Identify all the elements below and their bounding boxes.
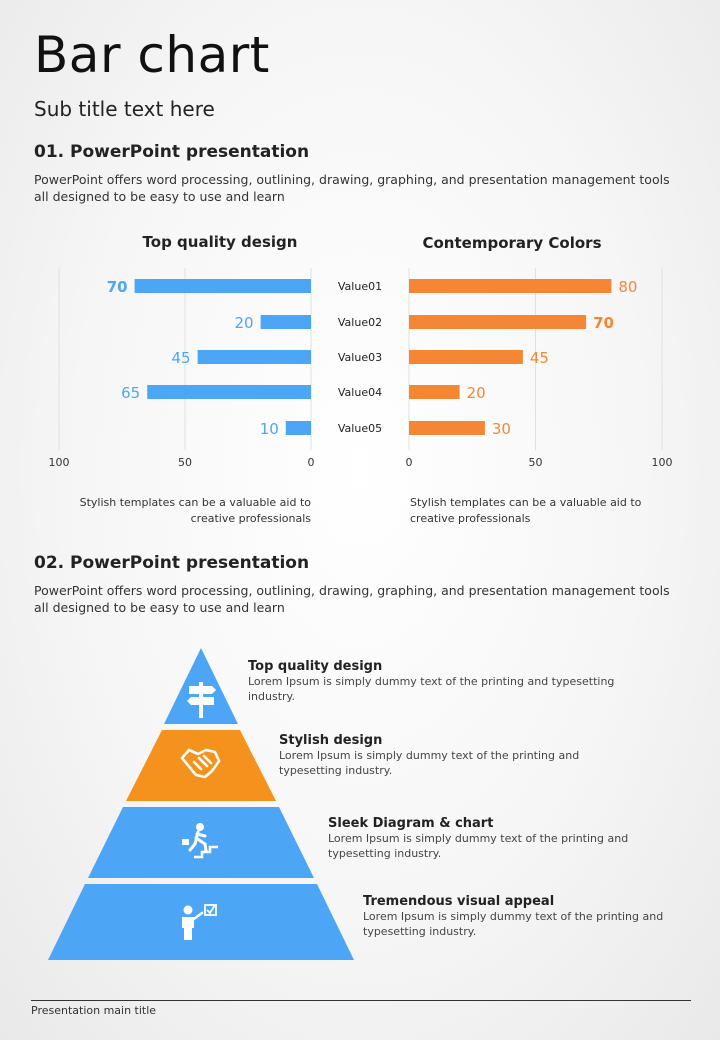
climbing-stairs-icon: [182, 823, 218, 859]
category-label: Value04: [338, 386, 382, 399]
x-tick-label: 0: [406, 456, 413, 469]
pyramid-item-4: Tremendous visual appeal Lorem Ipsum is …: [363, 894, 693, 939]
pyramid-item-2: Stylish design Lorem Ipsum is simply dum…: [279, 733, 609, 778]
section2-heading: 02. PowerPoint presentation: [34, 553, 310, 573]
handshake-icon: [180, 748, 221, 779]
x-tick-label: 50: [178, 456, 192, 469]
bar: [197, 350, 311, 364]
x-tick-label: 50: [529, 456, 543, 469]
bar: [285, 421, 311, 435]
pyramid-tier-4: [48, 884, 354, 960]
data-label: 80: [618, 278, 637, 296]
pyramid-item-text: Lorem Ipsum is simply dummy text of the …: [363, 910, 664, 938]
page-title: Bar chart: [34, 26, 270, 84]
data-label: 30: [492, 420, 511, 438]
data-label: 10: [260, 420, 279, 438]
presenter-checklist-icon: [182, 904, 217, 940]
pyramid-item-title: Top quality design: [248, 659, 383, 674]
category-label: Value03: [338, 351, 382, 364]
data-label: 70: [593, 314, 614, 332]
footer-title: Presentation main title: [31, 1004, 157, 1017]
pyramid-item-text: Lorem Ipsum is simply dummy text of the …: [279, 749, 580, 777]
pyramid-tier-2: [126, 730, 276, 801]
data-label: 70: [107, 278, 128, 296]
data-label: 45: [530, 349, 549, 367]
pyramid-item-title: Stylish design: [279, 733, 383, 748]
data-label: 45: [172, 349, 191, 367]
bar: [409, 350, 523, 364]
bar: [409, 279, 612, 293]
category-label: Value01: [338, 280, 382, 293]
bar: [134, 279, 311, 293]
data-label: 20: [467, 384, 486, 402]
data-label: 20: [235, 314, 254, 332]
footer-divider: [31, 1000, 691, 1001]
pyramid-item-3: Sleek Diagram & chart Lorem Ipsum is sim…: [328, 816, 658, 861]
left-chart-caption: Stylish templates can be a valuable aid …: [79, 496, 311, 525]
pyramid-item-text: Lorem Ipsum is simply dummy text of the …: [328, 832, 629, 860]
bar: [260, 315, 311, 329]
section1-heading: 01. PowerPoint presentation: [34, 142, 310, 162]
section2-body: PowerPoint offers word processing, outli…: [34, 583, 670, 615]
category-label: Value02: [338, 316, 382, 329]
pyramid-diagram: [48, 648, 354, 960]
right-chart-caption: Stylish templates can be a valuable aid …: [410, 496, 642, 525]
pyramid-item-title: Sleek Diagram & chart: [328, 816, 494, 831]
left-chart-title: Top quality design: [142, 233, 298, 251]
page-subtitle: Sub title text here: [34, 97, 215, 121]
pyramid-item-text: Lorem Ipsum is simply dummy text of the …: [248, 675, 615, 703]
bar: [409, 385, 460, 399]
right-chart-title: Contemporary Colors: [422, 234, 602, 252]
x-tick-label: 100: [49, 456, 70, 469]
pyramid-item-1: Top quality design Lorem Ipsum is simply…: [248, 659, 638, 704]
section1-body: PowerPoint offers word processing, outli…: [34, 172, 670, 204]
pyramid-item-title: Tremendous visual appeal: [363, 894, 555, 909]
bar: [147, 385, 311, 399]
data-label: 65: [121, 384, 140, 402]
bar: [409, 421, 485, 435]
bar: [409, 315, 587, 329]
x-tick-label: 0: [308, 456, 315, 469]
x-tick-label: 100: [652, 456, 673, 469]
signpost-icon: [187, 682, 216, 718]
category-label: Value05: [338, 422, 382, 435]
